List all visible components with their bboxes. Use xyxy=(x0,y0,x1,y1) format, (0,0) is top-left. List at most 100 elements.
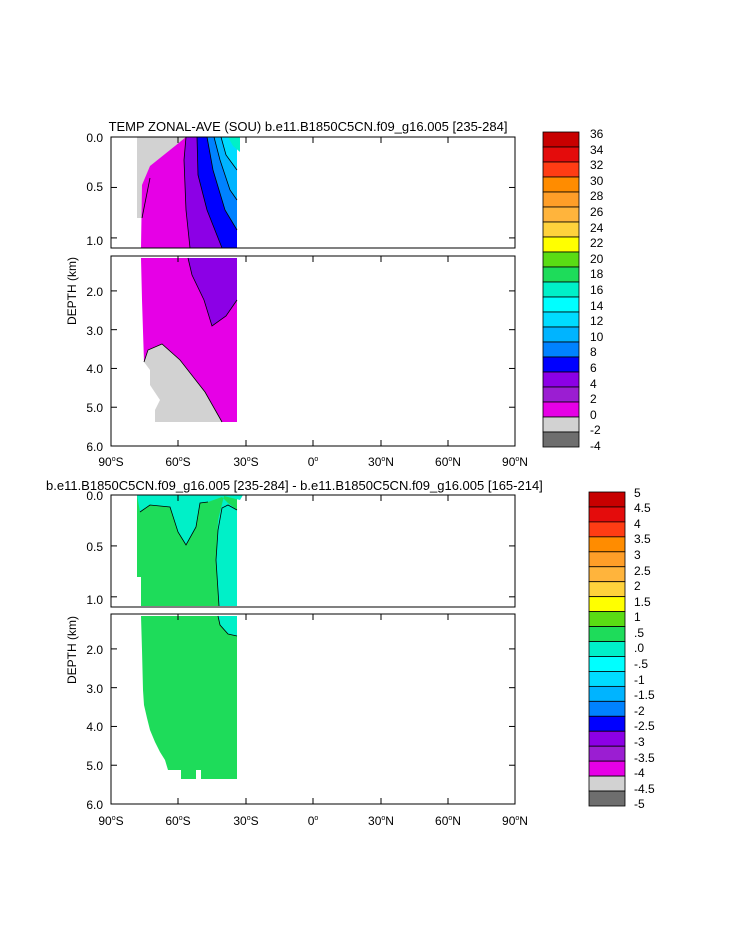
field-teal-region xyxy=(218,616,237,636)
panel-2-lower-field xyxy=(141,615,238,779)
panel-1-tick-marks xyxy=(110,136,516,447)
colorbar-label: 22 xyxy=(590,236,604,250)
colorbar-label: 3.5 xyxy=(634,532,651,546)
panel-2-colorbar-labels: 5 4.5 4 3.5 3 2.5 2 1.5 1 .5 .0 -.5 -1 -… xyxy=(634,486,655,811)
x-tick-label: 0o xyxy=(308,455,319,469)
colorbar-label: .0 xyxy=(634,641,644,655)
panel-2-x-ticks: 90oS 60oS 30oS 0o 30oN 60oN 90oN xyxy=(98,814,528,828)
contour-line xyxy=(217,615,238,637)
colorbar-swatch xyxy=(588,536,626,553)
colorbar-swatch xyxy=(542,146,580,163)
colorbar-label: 10 xyxy=(590,330,604,344)
colorbar-swatch xyxy=(588,730,626,747)
colorbar-swatch xyxy=(542,191,580,208)
contour-line xyxy=(215,504,238,607)
colorbar-label: -4.5 xyxy=(634,782,655,796)
colorbar-swatch xyxy=(542,251,580,268)
colorbar-swatch xyxy=(542,401,580,418)
x-tick-label: 90oN xyxy=(502,814,528,828)
y-tick-label: 3.0 xyxy=(86,324,103,338)
colorbar-swatch xyxy=(588,641,626,657)
colorbar-swatch xyxy=(542,341,580,358)
colorbar-label: 4 xyxy=(634,517,641,531)
x-tick-label: 30oS xyxy=(233,455,258,469)
y-tick-label: 1.0 xyxy=(86,234,103,248)
colorbar-label: 16 xyxy=(590,283,604,297)
colorbar-label: -5 xyxy=(634,797,645,811)
colorbar-swatch xyxy=(542,326,580,343)
colorbar-swatch xyxy=(542,176,580,193)
field-magenta-region xyxy=(141,137,190,248)
y-tick-label: 0.5 xyxy=(86,180,103,194)
colorbar-label: 18 xyxy=(590,267,604,281)
colorbar-swatch xyxy=(588,656,626,672)
panel-1-lower-field xyxy=(141,257,238,423)
x-tick-label: 90oS xyxy=(98,455,123,469)
panel-2-y-axis-label: DEPTH (km) xyxy=(65,616,79,684)
colorbar-swatch xyxy=(588,685,626,702)
colorbar-label: 1 xyxy=(634,610,641,624)
colorbar-swatch xyxy=(542,371,580,388)
colorbar-label: -4 xyxy=(590,439,601,453)
y-tick-label: 5.0 xyxy=(86,401,103,415)
x-tick-label: 30oN xyxy=(368,455,394,469)
colorbar-label: -1.5 xyxy=(634,688,655,702)
colorbar-label: 2 xyxy=(590,392,597,406)
panel-2-tick-marks xyxy=(110,494,516,805)
colorbar-label: 32 xyxy=(590,158,604,172)
colorbar-swatch xyxy=(588,581,626,598)
x-tick-label: 0o xyxy=(308,814,319,828)
colorbar-swatch xyxy=(542,266,580,283)
colorbar-swatch xyxy=(542,161,580,178)
colorbar-swatch xyxy=(542,386,580,403)
colorbar-swatch xyxy=(588,671,626,687)
colorbar-label: -1 xyxy=(634,673,645,687)
colorbar-label: .5 xyxy=(634,626,644,640)
contour-line xyxy=(143,343,223,423)
contour-line xyxy=(141,177,151,219)
colorbar-label: 2.5 xyxy=(634,564,651,578)
field-violet-region xyxy=(188,258,237,326)
field-blue-region xyxy=(197,137,237,248)
panel-1-temperature: TEMP ZONAL-AVE (SOU) b.e11.B1850C5CN.f09… xyxy=(65,119,604,469)
panel-1-x-ticks: 90oS 60oS 30oS 0o 30oN 60oN 90oN xyxy=(98,455,528,469)
colorbar-label: -3 xyxy=(634,735,645,749)
field-gray-region xyxy=(137,137,186,218)
colorbar-label: -2 xyxy=(634,704,645,718)
y-tick-label: 2.0 xyxy=(86,285,103,299)
colorbar-label: 30 xyxy=(590,174,604,188)
colorbar-swatch xyxy=(588,715,626,732)
colorbar-swatch xyxy=(542,356,580,373)
colorbar-swatch xyxy=(588,521,626,538)
y-tick-label: 0.5 xyxy=(86,540,103,554)
colorbar-label: 14 xyxy=(590,299,604,313)
colorbar-label: 20 xyxy=(590,252,604,266)
x-tick-label: 30oN xyxy=(368,814,394,828)
contour-line xyxy=(196,136,223,249)
y-tick-label: 1.0 xyxy=(86,593,103,607)
panel-1-colorbar xyxy=(542,131,580,448)
colorbar-swatch xyxy=(542,296,580,313)
colorbar-swatch xyxy=(588,626,626,642)
colorbar-label: 4.5 xyxy=(634,501,651,515)
colorbar-swatch xyxy=(588,596,626,613)
y-tick-label: 5.0 xyxy=(86,759,103,773)
colorbar-swatch xyxy=(588,611,626,627)
colorbar-label: 4 xyxy=(590,377,597,391)
field-teal-region xyxy=(137,495,243,606)
contour-line xyxy=(183,136,191,249)
colorbar-label: 2 xyxy=(634,579,641,593)
field-green-region xyxy=(137,495,237,606)
colorbar-swatch xyxy=(588,700,626,717)
colorbar-label: -2 xyxy=(590,423,601,437)
contour-line xyxy=(139,501,209,546)
y-tick-label: 0.0 xyxy=(86,131,103,145)
colorbar-label: 34 xyxy=(590,143,604,157)
colorbar-label: 8 xyxy=(590,345,597,359)
colorbar-label: 0 xyxy=(590,408,597,422)
colorbar-label: 12 xyxy=(590,314,604,328)
panel-2-colorbar xyxy=(588,491,626,807)
panel-2-title: b.e11.B1850C5CN.f09_g16.005 [235-284] - … xyxy=(46,478,543,493)
colorbar-swatch xyxy=(588,491,626,508)
